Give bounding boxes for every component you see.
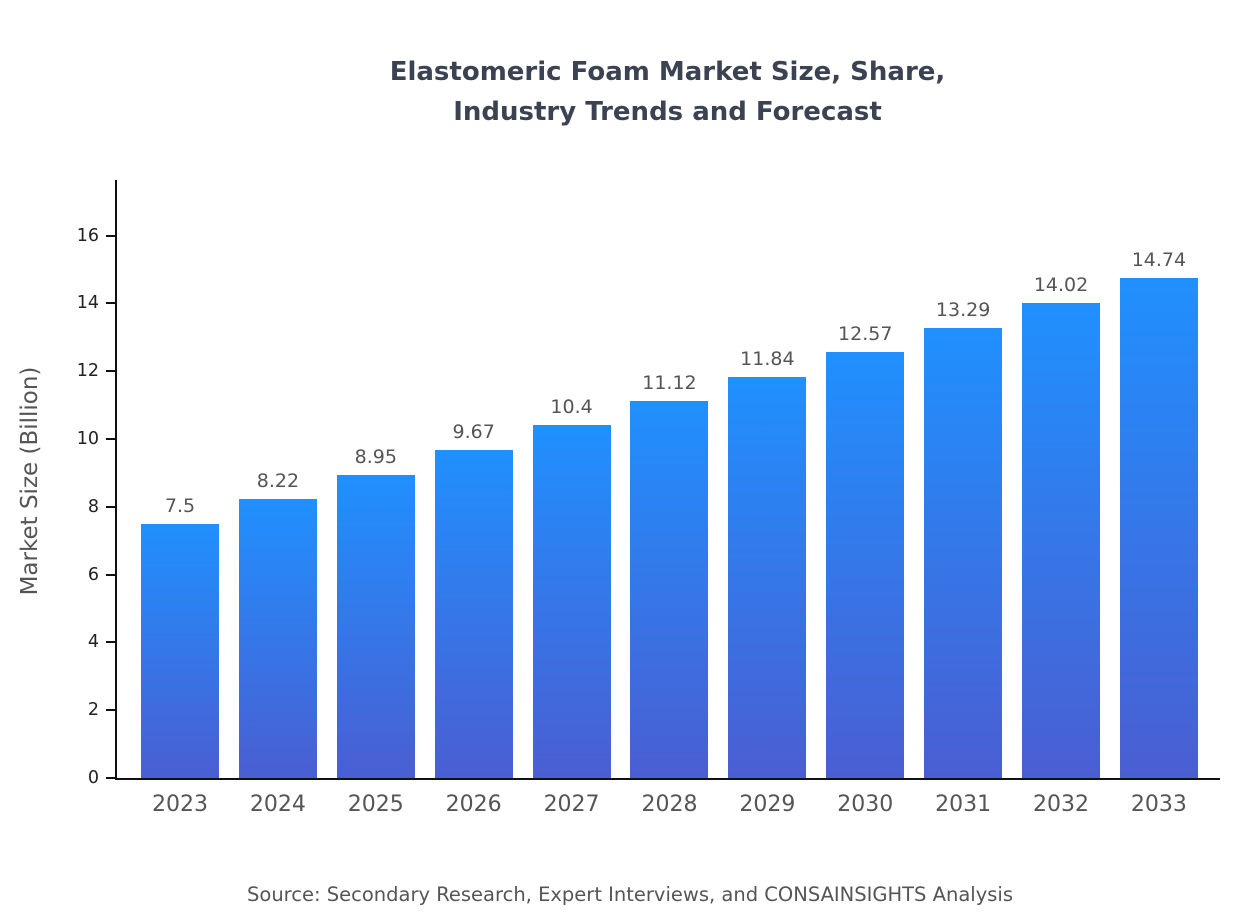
y-tick-label: 4 xyxy=(87,632,99,653)
x-tick-label: 2032 xyxy=(1033,792,1090,817)
bar-group: 12.57 xyxy=(826,323,905,778)
y-tick-mark xyxy=(106,573,115,576)
bar-group: 8.22 xyxy=(238,470,317,778)
y-tick-mark xyxy=(106,505,115,508)
source-note: Source: Secondary Research, Expert Inter… xyxy=(247,883,1013,906)
bar xyxy=(826,351,905,778)
x-tick-label: 2026 xyxy=(445,792,502,817)
y-tick-label: 14 xyxy=(76,293,99,314)
x-tick-label: 2027 xyxy=(543,792,600,817)
bars-container: 7.5 8.22 8.95 9.67 10.4 11.12 11.84 12.57 13.29 1… xyxy=(117,180,1220,778)
bar-value-label: 8.22 xyxy=(256,470,300,493)
plot-area: 0 2 4 6 8 10 12 14 16 7.5 8.22 8.95 9.67 10.4 11.12 11… xyxy=(77,180,1220,817)
y-tick-mark xyxy=(106,370,115,373)
x-tick-label: 2031 xyxy=(935,792,992,817)
y-tick-label: 12 xyxy=(76,361,99,382)
y-tick-mark xyxy=(106,234,115,237)
bar-group: 14.02 xyxy=(1022,274,1101,778)
bar xyxy=(630,401,709,778)
y-tick-label: 10 xyxy=(76,429,99,450)
y-tick-mark xyxy=(106,641,115,644)
x-tick-label: 2030 xyxy=(837,792,894,817)
chart-title: Elastomeric Foam Market Size, Share, Ind… xyxy=(75,52,1260,132)
bar-group: 7.5 xyxy=(141,495,219,778)
x-tick-label: 2028 xyxy=(641,792,698,817)
bar xyxy=(924,327,1003,778)
bar-value-label: 7.5 xyxy=(164,494,196,517)
y-tick-mark xyxy=(106,438,115,441)
bar-value-label: 13.29 xyxy=(935,298,991,321)
bar xyxy=(141,523,219,778)
y-tick-mark xyxy=(106,777,115,779)
bar-group: 10.4 xyxy=(532,396,611,778)
bar xyxy=(336,474,415,778)
bar-group: 8.95 xyxy=(336,446,415,778)
bar xyxy=(532,425,611,778)
bar-value-label: 10.4 xyxy=(550,396,593,419)
bar-value-label: 12.57 xyxy=(838,322,893,345)
x-tick-label: 2024 xyxy=(249,792,306,817)
bar xyxy=(728,376,807,778)
y-tick-label: 16 xyxy=(76,225,99,246)
bar-group: 9.67 xyxy=(434,421,513,778)
bar-value-label: 14.74 xyxy=(1131,249,1187,272)
y-tick-mark xyxy=(106,302,115,305)
y-axis-label: Market Size (Billion) xyxy=(17,366,43,596)
bar-value-label: 8.95 xyxy=(354,445,397,468)
bar xyxy=(434,450,513,778)
bar xyxy=(1022,302,1101,778)
y-axis-ticks: 0 2 4 6 8 10 12 14 16 xyxy=(77,180,1220,788)
x-tick-label: 2033 xyxy=(1130,792,1187,817)
x-axis-labels: 2023 2024 2025 2026 2027 2028 2029 2030 2031 2032… xyxy=(117,792,1220,824)
bar xyxy=(238,499,317,778)
chart-title-line-2: Industry Trends and Forecast xyxy=(453,97,882,127)
x-tick-label: 2025 xyxy=(347,792,404,817)
y-tick-label: 8 xyxy=(87,496,99,517)
y-tick-label: 0 xyxy=(87,768,99,788)
x-tick-label: 2029 xyxy=(739,792,796,817)
x-tick-label: 2023 xyxy=(152,792,208,817)
bar-value-label: 14.02 xyxy=(1033,273,1089,296)
bar-group: 14.74 xyxy=(1119,249,1198,778)
bar-value-label: 9.67 xyxy=(452,421,495,444)
bar-group: 11.84 xyxy=(728,348,807,778)
bar-group: 11.12 xyxy=(630,372,709,778)
bar-group: 13.29 xyxy=(924,299,1003,778)
y-tick-mark xyxy=(106,709,115,712)
y-tick-label: 2 xyxy=(87,700,99,721)
bar xyxy=(1119,278,1198,778)
bar-value-label: 11.12 xyxy=(642,372,697,395)
y-tick-label: 6 xyxy=(87,564,99,585)
bar-value-label: 11.84 xyxy=(740,347,795,370)
chart-title-line-1: Elastomeric Foam Market Size, Share, xyxy=(389,57,946,87)
